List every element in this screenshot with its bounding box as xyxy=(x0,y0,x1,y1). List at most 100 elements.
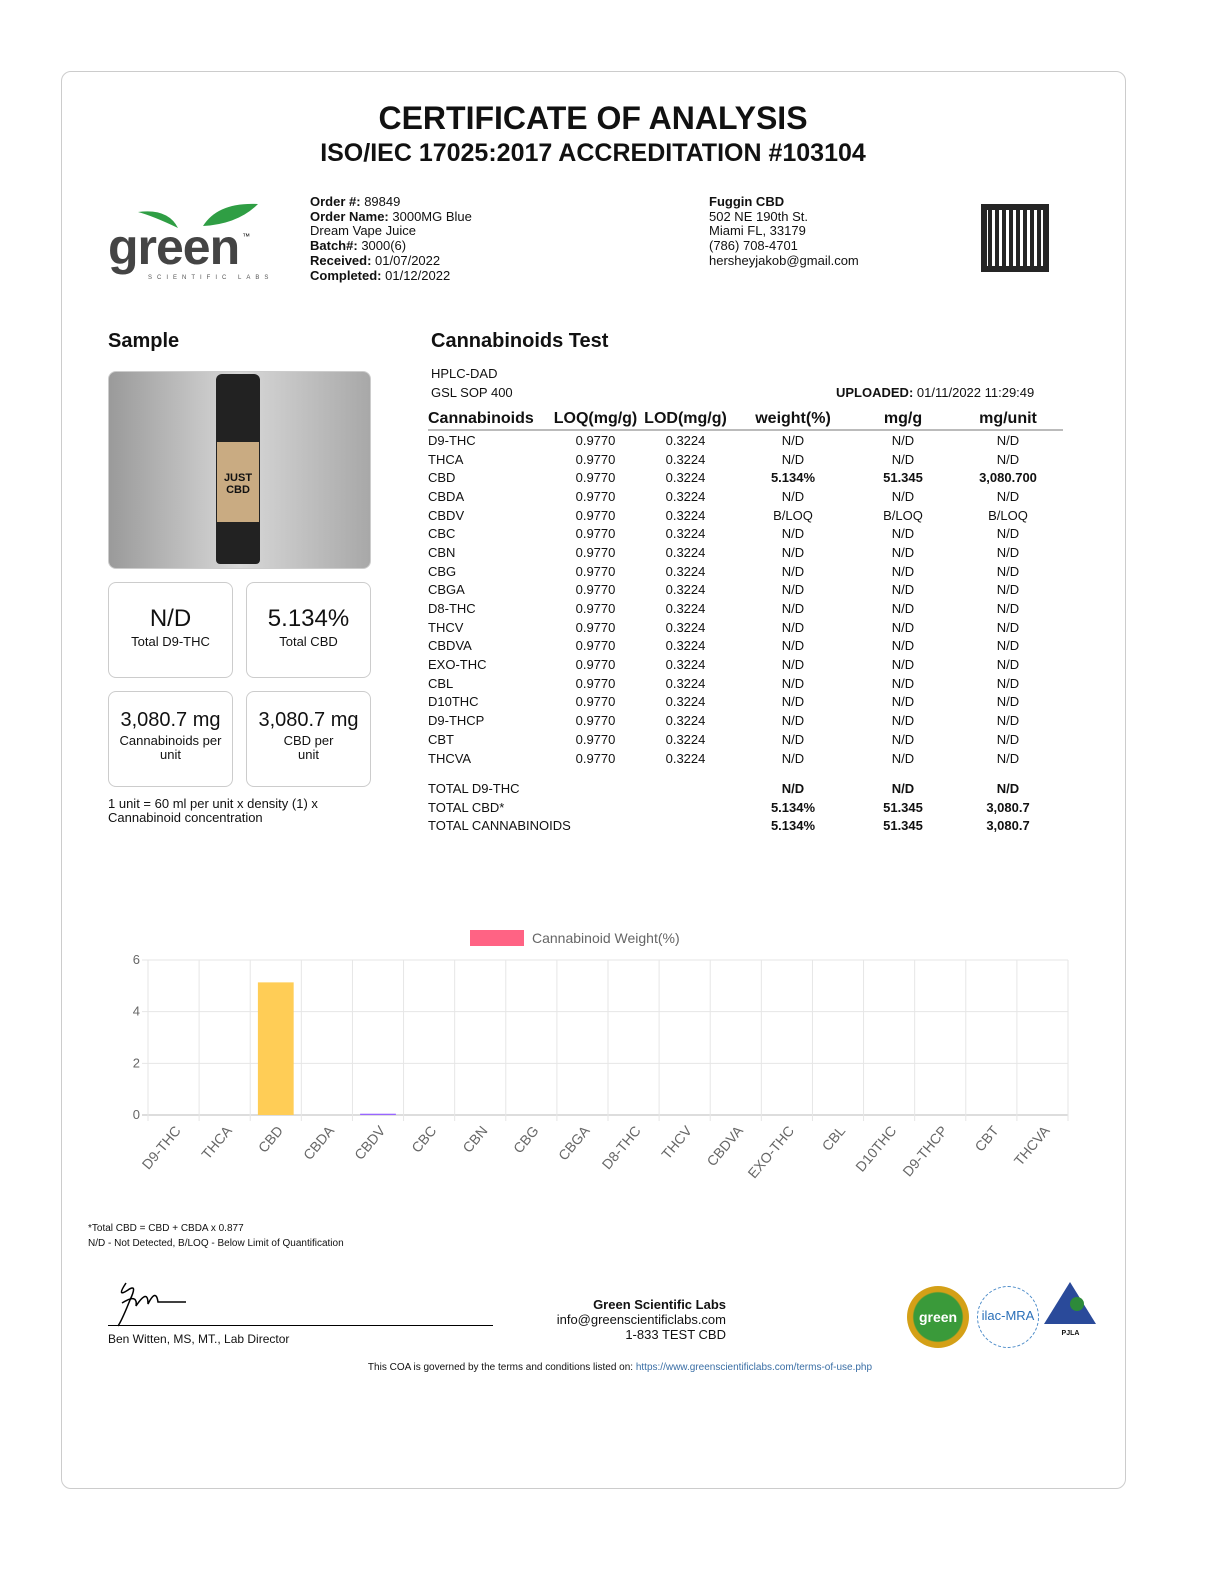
table-cell: N/D xyxy=(891,526,915,542)
table-cell: N/D xyxy=(781,544,805,560)
table-cell: 0.3224 xyxy=(665,638,706,654)
totals-cell: 51.345 xyxy=(883,799,923,815)
table-row: THCV 0.9770 0.3224 N/D N/D N/D xyxy=(428,618,1063,637)
table-cell: N/D xyxy=(891,731,915,747)
table-cell: 0.9770 xyxy=(575,544,616,560)
table-row: CBDVA 0.9770 0.3224 N/D N/D N/D xyxy=(428,637,1063,656)
table-cell: 0.9770 xyxy=(575,451,616,467)
table-cell: N/D xyxy=(996,638,1020,654)
table-cell: 0.9770 xyxy=(575,470,616,486)
totals-cell: TOTAL D9-THC xyxy=(428,780,520,796)
table-cell: B/LOQ xyxy=(883,507,923,523)
table-row: D8-THC 0.9770 0.3224 N/D N/D N/D xyxy=(428,599,1063,618)
table-cell: N/D xyxy=(781,731,805,747)
x-tick-label: CBDVA xyxy=(703,1122,746,1169)
table-cell: N/D xyxy=(996,544,1020,560)
table-cell: 0.9770 xyxy=(575,507,616,523)
table-cell: D9-THC xyxy=(428,432,476,448)
table-cell: 5.134% xyxy=(770,470,816,486)
y-tick-label: 4 xyxy=(133,1004,140,1019)
table-cell: N/D xyxy=(891,750,915,766)
signature-line xyxy=(108,1325,493,1326)
table-cell: 0.9770 xyxy=(575,694,616,710)
table-row: THCA 0.9770 0.3224 N/D N/D N/D xyxy=(428,450,1063,469)
table-cell: B/LOQ xyxy=(773,507,813,523)
sop: GSL SOP 400 xyxy=(431,385,513,400)
table-cell: N/D xyxy=(996,694,1020,710)
table-cell: THCV xyxy=(428,619,464,635)
summary-cbd-per-unit: 3,080.7 mg CBD per unit xyxy=(246,691,371,787)
table-cell: 0.3224 xyxy=(665,451,706,467)
table-row: CBT 0.9770 0.3224 N/D N/D N/D xyxy=(428,730,1063,749)
table-cell: N/D xyxy=(781,563,805,579)
table-cell: N/D xyxy=(996,488,1020,504)
terms-link[interactable]: https://www.greenscientificlabs.com/term… xyxy=(635,1362,873,1373)
table-cell: N/D xyxy=(781,657,805,673)
table-cell: 0.3224 xyxy=(665,713,706,729)
table-cell: N/D xyxy=(891,488,915,504)
qr-code[interactable] xyxy=(981,204,1049,272)
logo-tagline: SCIENTIFIC LABS xyxy=(148,275,274,281)
totals-cell: 5.134% xyxy=(770,799,816,815)
table-cell: CBT xyxy=(428,731,454,747)
cannabinoid-chart: 0 2 4 6 D9-THC THCA CBD CBDA CBDV CBC CBN CBG CBGA D8… xyxy=(133,930,1069,1181)
table-cell: N/D xyxy=(996,601,1020,617)
table-cell: 0.9770 xyxy=(575,488,616,504)
table-cell: 0.3224 xyxy=(665,432,706,448)
x-tick-label: CBD xyxy=(255,1123,286,1156)
table-cell: THCA xyxy=(428,451,464,467)
table-cell: N/D xyxy=(891,713,915,729)
totals-cell: TOTAL CBD* xyxy=(428,799,505,815)
table-cell: N/D xyxy=(996,675,1020,691)
table-row: CBDV 0.9770 0.3224 B/LOQ B/LOQ B/LOQ xyxy=(428,506,1063,525)
table-row: CBC 0.9770 0.3224 N/D N/D N/D xyxy=(428,524,1063,543)
table-cell: D8-THC xyxy=(428,601,476,617)
table-cell: 0.9770 xyxy=(575,601,616,617)
x-tick-label: CBC xyxy=(408,1123,439,1156)
table-cell: 0.9770 xyxy=(575,619,616,635)
table-cell: N/D xyxy=(891,675,915,691)
table-cell: N/D xyxy=(891,657,915,673)
table-cell: 0.3224 xyxy=(665,544,706,560)
table-cell: N/D xyxy=(781,488,805,504)
unit-note: 1 unit = 60 ml per unit x density (1) x … xyxy=(108,796,318,825)
table-cell: CBGA xyxy=(428,582,465,598)
totals-cell: 3,080.7 xyxy=(986,799,1030,815)
x-tick-label: D10THC xyxy=(852,1123,899,1175)
accreditation-subtitle: ISO/IEC 17025:2017 ACCREDITATION #103104 xyxy=(320,139,866,167)
table-cell: N/D xyxy=(891,601,915,617)
table-cell: N/D xyxy=(996,750,1020,766)
totals-cell: N/D xyxy=(891,780,915,796)
table-cell: N/D xyxy=(781,601,805,617)
table-cell: CBDA xyxy=(428,488,465,504)
page-title: CERTIFICATE OF ANALYSIS xyxy=(378,100,808,136)
table-cell: 0.9770 xyxy=(575,675,616,691)
legend-swatch xyxy=(470,930,524,946)
green-logo: green ™ SCIENTIFIC LABS xyxy=(108,200,293,288)
lab-contact: Green Scientific Labs info@greenscientifi… xyxy=(556,1297,726,1342)
y-tick-label: 2 xyxy=(133,1055,140,1070)
table-row: CBG 0.9770 0.3224 N/D N/D N/D xyxy=(428,562,1063,581)
totals-cell: N/D xyxy=(781,780,805,796)
table-row: THCVA 0.9770 0.3224 N/D N/D N/D xyxy=(428,749,1063,768)
table-cell: 0.9770 xyxy=(575,432,616,448)
totals-row: TOTAL CANNABINOIDS 5.134% 51.345 3,080.7 xyxy=(428,816,1063,835)
table-cell: N/D xyxy=(781,526,805,542)
method: HPLC-DAD xyxy=(431,366,498,381)
table-cell: 0.9770 xyxy=(575,638,616,654)
table-row: CBDA 0.9770 0.3224 N/D N/D N/D xyxy=(428,487,1063,506)
table-cell: N/D xyxy=(891,694,915,710)
column-header: mg/unit xyxy=(953,410,1063,431)
table-cell: N/D xyxy=(996,526,1020,542)
table-cell: N/D xyxy=(891,638,915,654)
table-cell: CBL xyxy=(428,675,454,691)
column-header: mg/g xyxy=(853,410,953,431)
table-cell: CBG xyxy=(428,563,457,579)
product-brand: JUST CBD xyxy=(223,472,253,496)
table-cell: 0.3224 xyxy=(665,470,706,486)
green-seal-badge: green xyxy=(907,1286,969,1348)
column-header: weight(%) xyxy=(733,410,853,431)
test-title: Cannabinoids Test xyxy=(431,330,609,352)
table-cell: N/D xyxy=(996,451,1020,467)
pjla-triangle-icon xyxy=(1044,1282,1096,1324)
